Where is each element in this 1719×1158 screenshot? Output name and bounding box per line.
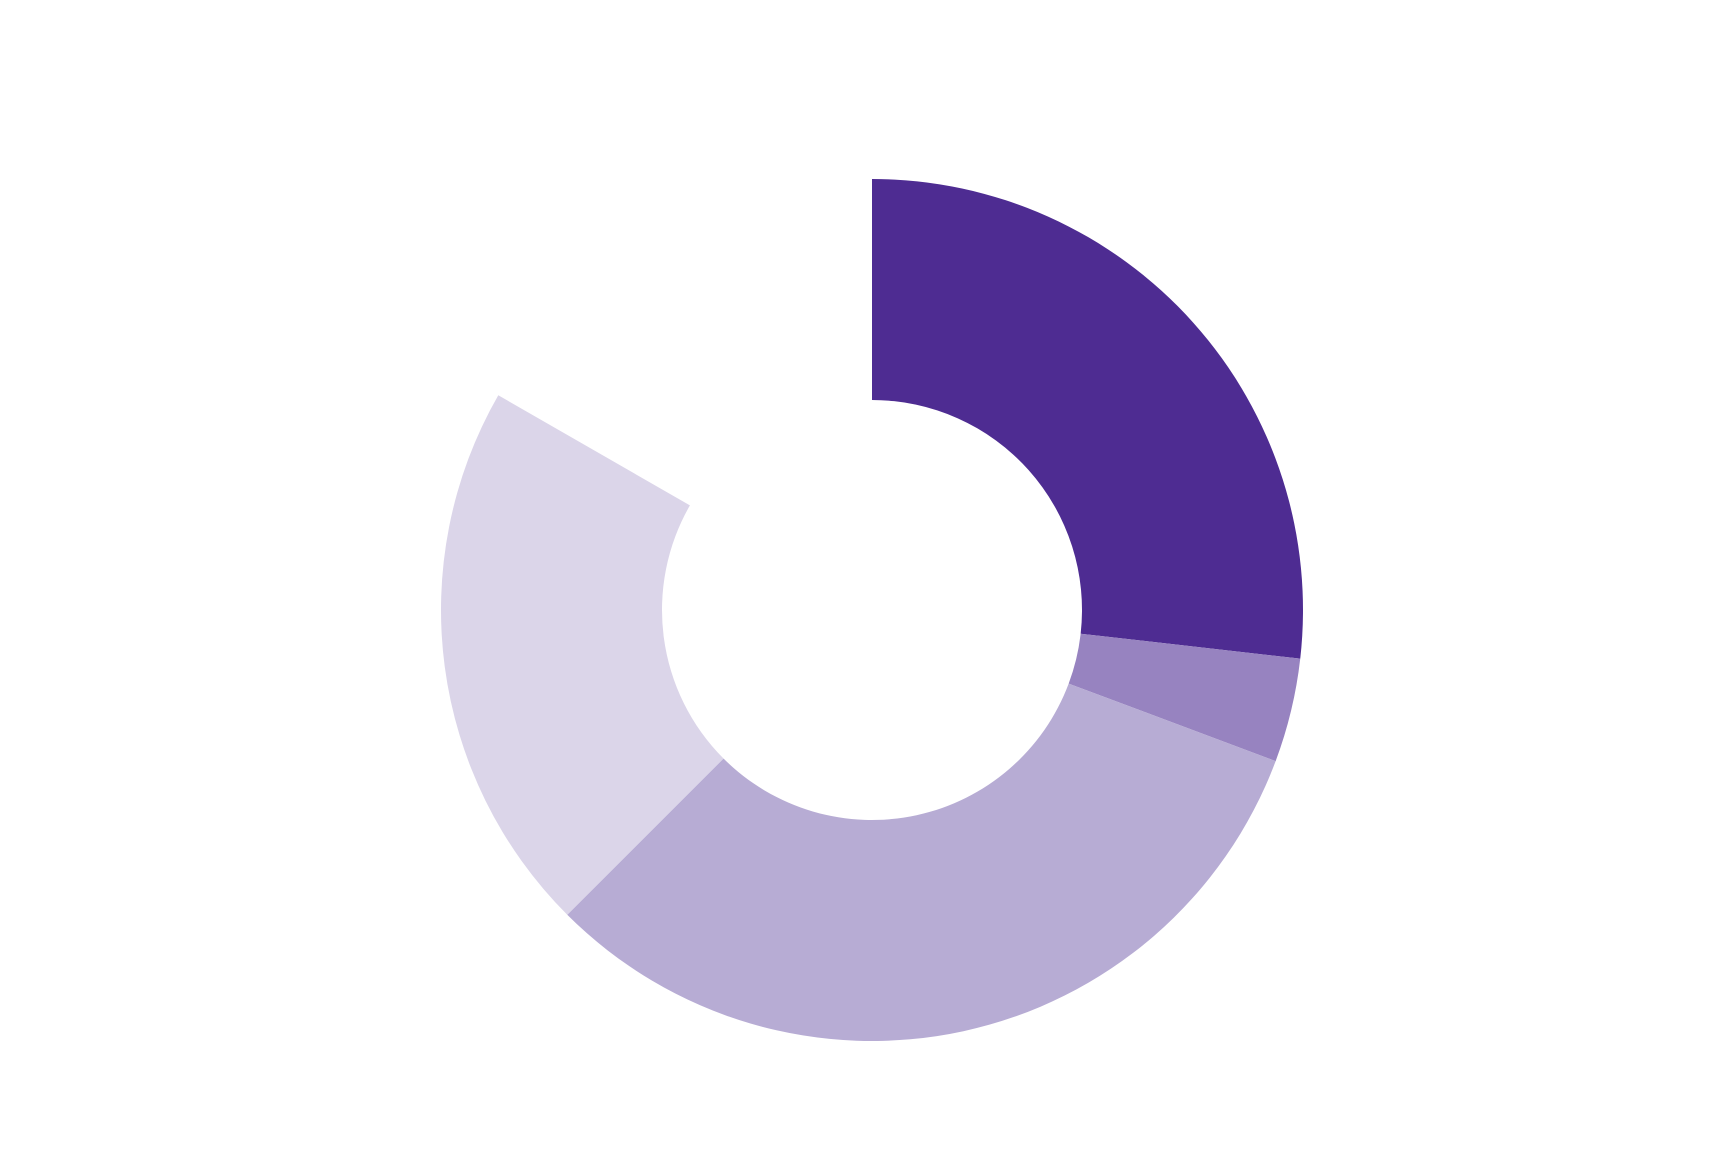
donut-slice-4 [441, 395, 724, 915]
donut-slice-3 [567, 683, 1276, 1041]
donut-slice-1 [872, 179, 1303, 659]
donut-slices [441, 179, 1303, 1041]
donut-slice-2 [1068, 633, 1301, 762]
